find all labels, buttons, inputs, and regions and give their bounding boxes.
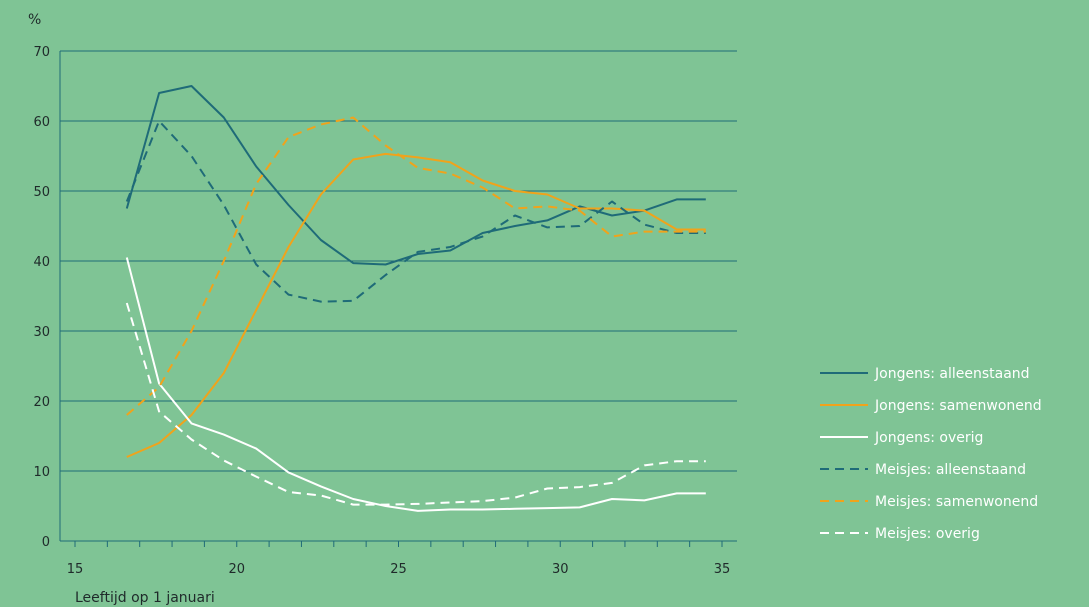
series-lines [125, 85, 706, 512]
legend-label: Meisjes: samenwonend [875, 494, 1038, 510]
x-tick-label: 35 [714, 562, 731, 577]
series-line-3 [125, 257, 706, 512]
x-tick-label: 30 [552, 562, 569, 577]
axis-ticks: 0 10 20 30 40 50 60 70 15 20 25 30 35 [33, 45, 730, 577]
series-line-6 [125, 302, 706, 506]
legend-label: Meisjes: alleenstaand [875, 462, 1026, 478]
legend: Jongens: alleenstaand Jongens: samenwonen… [820, 366, 1042, 542]
y-tick-label: 40 [33, 255, 50, 270]
legend-label: Jongens: overig [874, 430, 983, 446]
legend-label: Jongens: alleenstaand [874, 366, 1030, 382]
series-line-4 [125, 120, 706, 303]
y-tick-label: 50 [33, 185, 50, 200]
y-tick-label: 60 [33, 115, 50, 130]
legend-label: Meisjes: overig [875, 526, 980, 542]
series-line-2 [126, 152, 706, 458]
y-tick-label: 70 [33, 45, 50, 60]
x-tick-label: 20 [228, 562, 245, 577]
x-tick-label: 25 [390, 562, 407, 577]
y-tick-label: 20 [33, 395, 50, 410]
series-line-5 [126, 116, 706, 416]
series-line-1 [125, 85, 706, 266]
y-tick-label: 10 [33, 465, 50, 480]
x-tick-label: 15 [67, 562, 84, 577]
x-axis-label: Leeftijd op 1 januari [75, 590, 215, 606]
y-tick-label: 30 [33, 325, 50, 340]
y-tick-label: 0 [42, 535, 50, 550]
legend-label: Jongens: samenwonend [874, 398, 1042, 414]
y-axis-label: % [28, 12, 41, 28]
